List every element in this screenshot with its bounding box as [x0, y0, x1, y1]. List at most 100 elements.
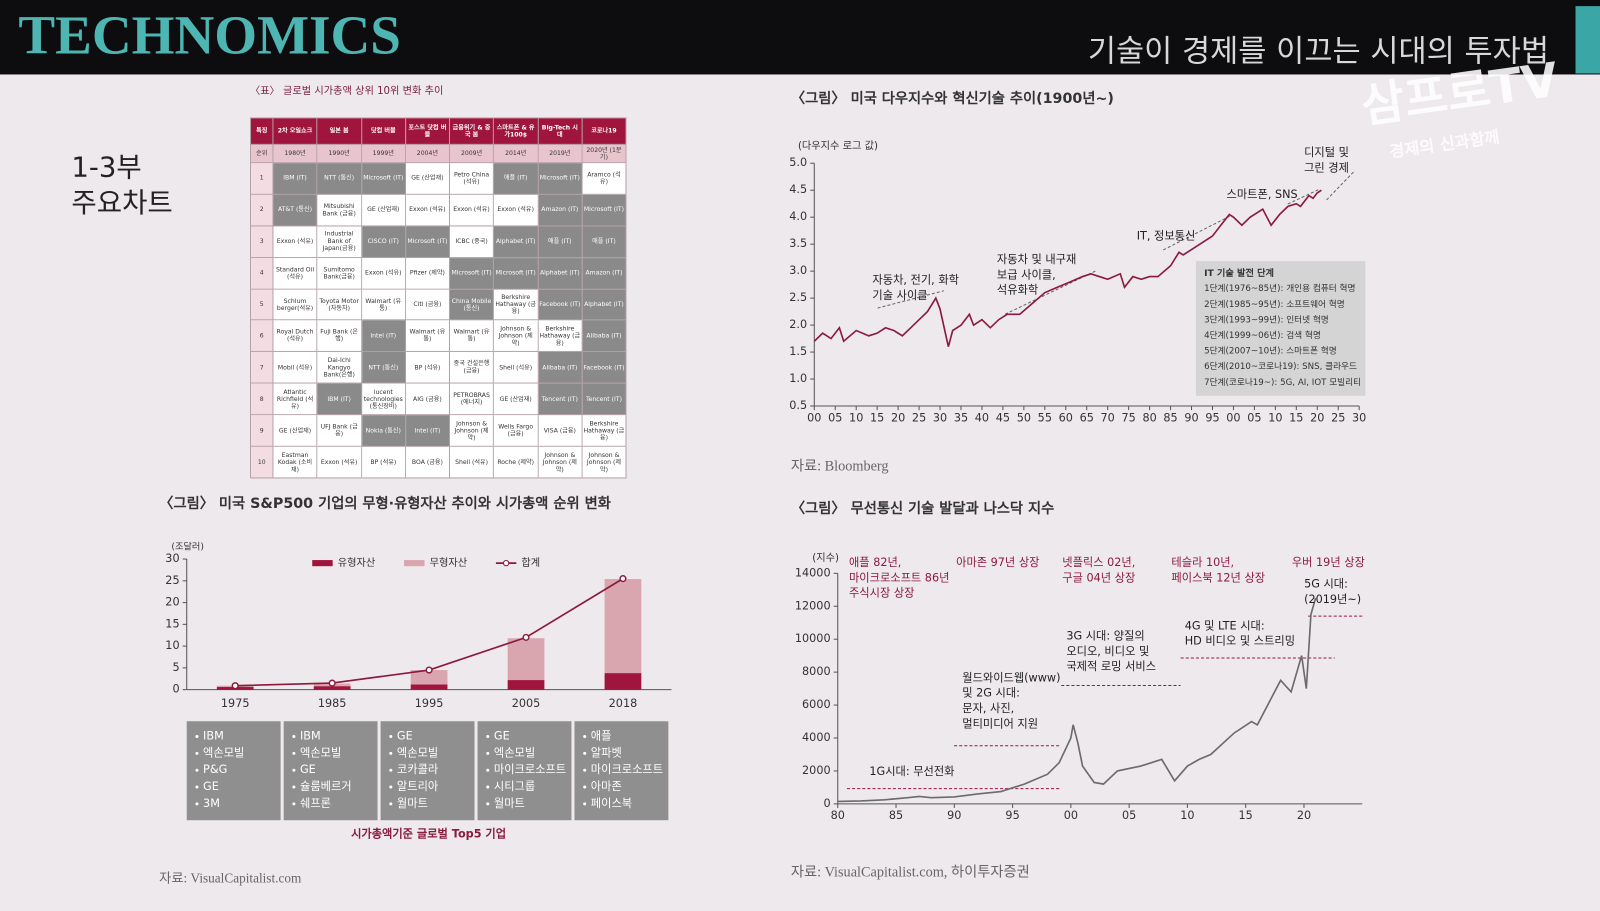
top5-item: 아마존 — [591, 780, 622, 793]
y-tick-label: 15 — [165, 617, 179, 630]
annotation: 4G 및 LTE 시대: — [1185, 619, 1265, 632]
table-cell: Shell (석유) — [494, 352, 539, 384]
table-cell: 금융위기 & 중국 붐 — [450, 118, 495, 145]
annotation: 애플 82년, — [849, 556, 901, 569]
table-cell: Exxon (석유) — [361, 257, 406, 290]
table-cell: 애플 (IT) — [494, 163, 539, 195]
legend-swatch — [502, 559, 510, 567]
table-cell: Facebook (IT) — [582, 352, 627, 384]
bar-segment — [604, 579, 642, 674]
annotation: (2019년~) — [1304, 593, 1361, 606]
table-cell: 2019년 — [538, 144, 583, 164]
table-cell: 2009년 — [450, 144, 495, 164]
bar-segment — [410, 670, 448, 685]
table-cell: Exxon (석유) — [494, 194, 539, 227]
source: 자료: VisualCapitalist.com — [159, 870, 302, 885]
table-cell: Toyota Motor (자동차) — [317, 289, 362, 321]
table-cell: Standard Oil (석유) — [273, 257, 318, 290]
table-cell: Alphabet (IT) — [494, 226, 539, 258]
chart-title: 〈그림〉 미국 다우지수와 혁신기술 추이(1900년~) — [791, 89, 1114, 107]
table-cell: 중국 건설은행 (금융) — [450, 352, 495, 384]
top5-box — [283, 721, 378, 821]
y-tick-label: 0 — [172, 683, 179, 696]
table-cell: Big-Tech 시대 — [538, 118, 583, 145]
y-tick-label: 2000 — [802, 764, 831, 777]
table-cell: Atlantic Richfield (석유) — [273, 383, 318, 416]
table-cell: Amazon (IT) — [538, 194, 583, 227]
x-tick-label: 2005 — [512, 697, 541, 710]
table-cell: Mobil (석유) — [273, 352, 318, 384]
annotation: 넷플릭스 02년, — [1062, 556, 1135, 569]
arrow — [1287, 189, 1319, 205]
annotation: IT, 정보통신 — [1137, 230, 1196, 243]
legend-swatch — [404, 560, 425, 567]
total-point — [328, 679, 336, 687]
table-cell: Nokia (통신) — [361, 415, 406, 447]
table-cell: Johnson & Johnson (제약) — [582, 446, 627, 479]
table: 특징 2차 오일쇼크 일본 붐 닷컴 버블 포스트 닷컴 버블 금융위기 & 중국 붐 스마… — [250, 117, 627, 479]
x-tick-label: 90 — [947, 809, 961, 822]
table-cell: Alibaba (IT) — [538, 352, 583, 384]
info-box-line: 1단계(1976~85년): 개인용 컴퓨터 혁명 — [1204, 282, 1355, 294]
table-cell: Royal Dutch (석유) — [273, 320, 318, 353]
bullet — [195, 768, 199, 772]
annotation: 우버 19년 상장 — [1292, 556, 1365, 569]
x-tick-label: 10 — [849, 411, 863, 424]
table-cell: Tencent (IT) — [582, 383, 627, 416]
annotation: 국제적 로밍 서비스 — [1066, 660, 1156, 673]
top5-item: 쉐프론 — [300, 797, 331, 810]
y-tick-label: 30 — [165, 552, 179, 565]
chart-title: 〈그림〉 무선통신 기술 발달과 나스닥 지수 — [791, 499, 1054, 517]
bullet — [195, 785, 199, 789]
table-cell: 2014년 — [494, 144, 539, 164]
x-tick-label: 00 — [807, 411, 821, 424]
y-tick-label: 10 — [165, 639, 179, 652]
table-cell: Johnson & Johnson (제약) — [494, 320, 539, 353]
x-tick-label: 05 — [1247, 411, 1261, 424]
bullet — [486, 735, 490, 739]
table-cell: Schlum berger(석유) — [273, 289, 318, 321]
x-tick-label: 00 — [1064, 809, 1078, 822]
table-cell: AIG (금융) — [405, 383, 450, 416]
table-cell: Intel (IT) — [361, 320, 406, 353]
y-axis-label: (조달러) — [171, 540, 203, 552]
x-tick-label: 25 — [912, 411, 926, 424]
table-cell: GE (산업재) — [273, 415, 318, 447]
table-cell: PETROBRAS (에너지) — [450, 383, 495, 416]
table-cell: Amazon (IT) — [582, 257, 627, 290]
table-cell: Petro China (석유) — [450, 163, 495, 195]
bullet — [486, 802, 490, 806]
top5-item: GE — [494, 730, 510, 743]
source: 자료: VisualCapitalist.com, 하이투자증권 — [791, 864, 1030, 881]
top5-caption: 시가총액기준 글로벌 Top5 기업 — [351, 826, 506, 840]
table-cell: Citi (금융) — [405, 289, 450, 321]
source: 자료: Bloomberg — [791, 458, 889, 475]
table-cell: Microsoft (IT) — [538, 163, 583, 195]
table-cell: 1980년 — [273, 144, 318, 164]
table-cell: 10 — [251, 446, 274, 479]
y-tick-label: 3.5 — [789, 237, 807, 250]
top5-item: 월마트 — [494, 797, 525, 810]
bullet — [292, 768, 296, 772]
y-tick-label: 2.0 — [789, 318, 807, 331]
top5-item: IBM — [300, 730, 321, 743]
top5-item: GE — [397, 730, 413, 743]
bar-segment — [507, 638, 545, 681]
table-cell: Exxon (석유) — [450, 194, 495, 227]
table-cell: Exxon (석유) — [273, 226, 318, 258]
bar-segment — [604, 673, 642, 690]
top5-item: 마이크로소프트 — [591, 763, 663, 776]
bullet — [292, 785, 296, 789]
table-cell: 특징 — [251, 118, 274, 145]
bullet — [195, 802, 199, 806]
info-box-line: 4단계(1999~06년): 검색 혁명 — [1204, 329, 1321, 341]
bullet — [583, 802, 587, 806]
table-cell: NTT (통신) — [361, 352, 406, 384]
y-tick-label: 4000 — [802, 731, 831, 744]
y-tick-label: 12000 — [795, 599, 831, 612]
top5-item: 애플 — [591, 730, 612, 743]
table-cell: IBM (IT) — [317, 383, 362, 416]
table-cell: 순위 — [251, 144, 274, 164]
